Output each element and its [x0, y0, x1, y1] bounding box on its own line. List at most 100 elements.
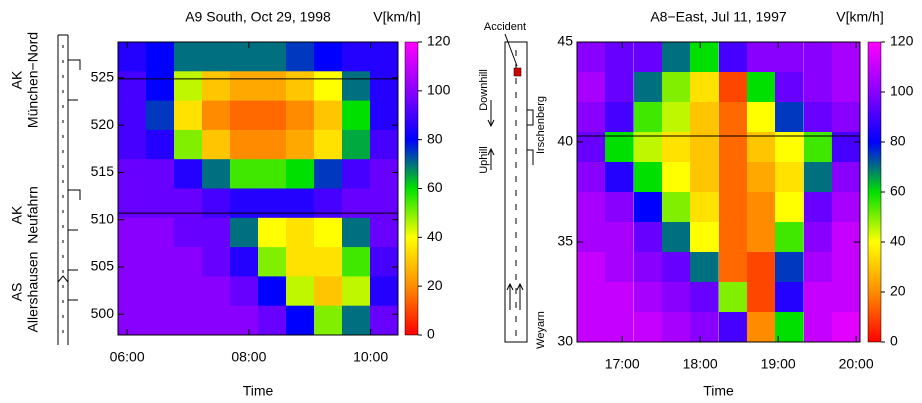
heatmap-cell [146, 188, 175, 219]
heatmap-cell [661, 252, 691, 283]
heatmap-cell [174, 247, 203, 277]
y-tick-label: 30 [557, 333, 573, 349]
heatmap-cell [577, 132, 606, 163]
heatmap-cell [174, 129, 203, 160]
heatmap-cell [661, 72, 691, 103]
y-tick-label: 505 [91, 258, 115, 274]
heatmap-cell [605, 42, 634, 73]
road-label: Weyarn [535, 311, 547, 349]
heatmap-cell [718, 192, 748, 223]
heatmap-cell [831, 72, 860, 103]
heatmap-cell [746, 312, 776, 342]
heatmap-cell [605, 162, 634, 193]
y-tick-label: 520 [91, 116, 115, 132]
heatmap-cell [286, 159, 315, 189]
heatmap-cell [746, 162, 776, 193]
heatmap-cell [370, 247, 398, 277]
heatmap-cell [286, 247, 315, 277]
heatmap-cell [605, 132, 634, 163]
heatmap-cell [286, 217, 315, 248]
heatmap-cell [258, 217, 287, 248]
heatmap-cell [342, 159, 371, 189]
heatmap-cell [577, 162, 606, 193]
y-tick-label: 510 [91, 210, 115, 226]
heatmap-cell [803, 162, 833, 193]
colorbar-tick-label: 40 [890, 233, 906, 249]
heatmap-cell [202, 188, 231, 219]
heatmap-cell [230, 100, 259, 131]
heatmap-cell [174, 71, 203, 102]
road-label: AK [9, 70, 25, 89]
colorbar-tick-label: 0 [427, 326, 435, 342]
heatmap-cell [286, 71, 315, 102]
road-label: Uphill [478, 146, 490, 174]
heatmap-cell [605, 222, 634, 253]
heatmap-cell [146, 42, 175, 72]
heatmap-cell [718, 282, 748, 313]
heatmap-cell [690, 282, 719, 313]
road-label: Downhill [478, 69, 490, 111]
colorbar-tick-label: 60 [427, 179, 443, 195]
heatmap-cell [118, 100, 147, 131]
heatmap-cell [146, 305, 175, 335]
heatmap-cell [342, 276, 371, 307]
heatmap-cell [118, 305, 147, 335]
heatmap-cell [605, 282, 634, 313]
heatmap-cell [803, 42, 833, 73]
y-tick-label: 45 [557, 33, 573, 49]
heatmap-cell [803, 312, 833, 342]
heatmap-cell [690, 72, 719, 103]
x-axis-label: Time [703, 383, 734, 399]
heatmap-cell [286, 100, 315, 131]
heatmap-cell [146, 129, 175, 160]
heatmap-cell [258, 247, 287, 277]
heatmap-cell [661, 162, 691, 193]
heatmap-cells [577, 42, 860, 342]
heatmap-cell [633, 312, 663, 342]
heatmap-cell [661, 222, 691, 253]
heatmap-cell [775, 192, 804, 223]
heatmap-cell [718, 42, 748, 73]
heatmap-cell [118, 42, 147, 72]
heatmap-cell [314, 42, 343, 72]
road-schematic [57, 34, 81, 345]
heatmap-cell [605, 252, 634, 283]
heatmap-cell [314, 71, 343, 102]
heatmap-cell [342, 247, 371, 277]
heatmap-cell [230, 42, 259, 72]
heatmap-cell [775, 282, 804, 313]
heatmap-cell [286, 188, 315, 219]
heatmap-cell [202, 276, 231, 307]
colorbar-tick-label: 120 [890, 33, 914, 49]
heatmap-cells [118, 42, 398, 335]
y-tick-label: 35 [557, 233, 573, 249]
heatmap-cell [690, 222, 719, 253]
colorbar [404, 41, 419, 336]
heatmap-cell [718, 252, 748, 283]
colorbar-tick-label: 40 [427, 228, 443, 244]
heatmap-cell [633, 42, 663, 73]
heatmap-cell [803, 192, 833, 223]
colorbar-tick-label: 20 [890, 283, 906, 299]
heatmap-cell [230, 247, 259, 277]
heatmap-cell [174, 305, 203, 335]
heatmap-cell [831, 282, 860, 313]
colorbar-tick-label: 100 [427, 82, 451, 98]
colorbar-tick-label: 80 [427, 130, 443, 146]
x-tick-label: 18:00 [683, 356, 718, 372]
heatmap-cell [746, 192, 776, 223]
colorbar-tick-label: 60 [890, 183, 906, 199]
colorbar-label: V[km/h] [373, 9, 420, 25]
heatmap-cell [690, 102, 719, 133]
heatmap-cell [118, 247, 147, 277]
heatmap-cell [258, 159, 287, 189]
heatmap-cell [577, 282, 606, 313]
heatmap-cell [258, 188, 287, 219]
heatmap-cell [661, 312, 691, 342]
heatmap-cell [370, 159, 398, 189]
y-tick-label: 500 [91, 305, 115, 321]
plot-frame [576, 41, 861, 343]
y-tick-label: 525 [91, 69, 115, 85]
colorbar-tick-label: 100 [890, 83, 914, 99]
